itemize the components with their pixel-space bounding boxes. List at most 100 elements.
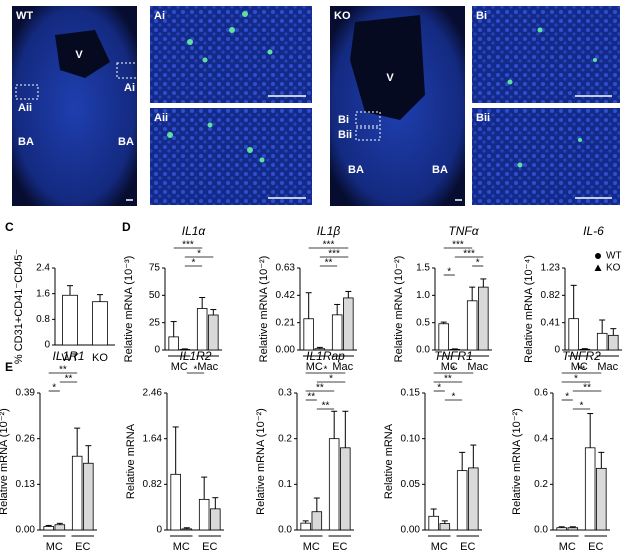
bar — [71, 455, 83, 531]
x-tick-label: EC — [588, 541, 603, 553]
y-tick-label: 0.10 — [401, 433, 421, 444]
chart-title: IL1Rap — [306, 349, 345, 363]
significance-label: * — [192, 258, 196, 269]
region-label: BA — [18, 136, 34, 148]
y-tick-label: 0.0 — [416, 345, 430, 356]
legend-marker — [595, 253, 601, 259]
region-label: V — [75, 49, 83, 61]
inset-box — [355, 127, 381, 141]
bar — [466, 300, 478, 351]
y-tick-label: 0.63 — [276, 263, 296, 274]
significance-label: * — [194, 365, 198, 376]
significance-label: *** — [452, 240, 464, 251]
y-tick-label: 1.64 — [143, 433, 163, 444]
y-tick-label: 0.41 — [541, 317, 561, 328]
y-tick-label: 75 — [149, 263, 161, 274]
x-tick-label: WT — [61, 352, 78, 364]
region-label: Ai — [124, 82, 135, 94]
region-label: BA — [432, 164, 448, 176]
region-label: Bi — [338, 114, 349, 126]
y-axis-label: Relative mRNA (10⁻³) — [123, 256, 135, 363]
stained-cells — [167, 11, 597, 168]
significance-label: *** — [323, 240, 335, 251]
significance-label: ** — [316, 383, 324, 394]
micrograph — [472, 6, 620, 103]
significance-label: ** — [325, 258, 333, 269]
chart-title: TNFα — [448, 224, 479, 238]
x-tick-label: MC — [306, 361, 323, 373]
significance-label: ** — [59, 365, 67, 376]
significance-label: ** — [322, 401, 330, 412]
y-tick-label: 1.5 — [416, 263, 430, 274]
y-tick-label: 0.5 — [416, 317, 430, 328]
bar — [556, 527, 567, 531]
bar — [584, 447, 596, 531]
y-axis-label: Relative mRNA (10⁻²) — [511, 408, 523, 515]
y-tick-label: 0.0 — [534, 525, 548, 536]
chart-title: IL1R1 — [52, 349, 84, 363]
y-axis-label: Relative mRNA — [125, 423, 137, 499]
y-tick-label: 0.00 — [401, 525, 421, 536]
chart-title: IL-6 — [583, 224, 604, 238]
x-tick-label: MC — [46, 541, 63, 553]
y-tick-label: 0.4 — [534, 433, 548, 444]
image-tag: Bii — [476, 112, 490, 124]
y-tick-label: 0.00 — [276, 345, 296, 356]
significance-label: * — [447, 267, 451, 278]
bar — [311, 511, 323, 531]
panel-letter: A — [5, 2, 13, 14]
y-tick-label: 0.82 — [541, 290, 561, 301]
y-tick-label: 0.8 — [36, 314, 50, 325]
significance-label: * — [452, 392, 456, 403]
x-tick-label: Mac — [332, 361, 353, 373]
bar — [596, 467, 607, 531]
x-tick-label: Mac — [197, 361, 218, 373]
bar — [303, 318, 314, 351]
significance-label: *** — [328, 249, 340, 260]
y-tick-label: 0.0 — [278, 525, 292, 536]
x-tick-label: EC — [460, 541, 475, 553]
micrograph — [150, 6, 312, 103]
significance-label: * — [580, 401, 584, 412]
image-tag: KO — [334, 10, 351, 22]
y-axis-label: % CD31+CD41⁻CD45⁻ — [13, 249, 25, 364]
bar — [92, 301, 108, 346]
image-tag: Ai — [154, 10, 165, 22]
bar — [62, 294, 78, 346]
bar — [568, 318, 579, 351]
panel-letter: D — [122, 220, 131, 234]
ventricle — [350, 15, 425, 120]
y-tick-label: 0.3 — [278, 388, 292, 399]
x-tick-label: Mac — [597, 361, 618, 373]
significance-label: * — [437, 383, 441, 394]
bar — [343, 297, 354, 351]
bar — [331, 314, 343, 351]
region-label: Aii — [18, 102, 32, 114]
y-tick-label: 2.4 — [36, 263, 50, 274]
significance-label: * — [197, 249, 201, 260]
inset-box — [116, 62, 140, 79]
significance-label: * — [565, 392, 569, 403]
x-tick-label: KO — [92, 352, 108, 364]
y-tick-label: 0.21 — [276, 317, 296, 328]
bar — [208, 314, 219, 351]
x-tick-label: MC — [171, 361, 188, 373]
bar — [168, 336, 179, 351]
inset-box — [355, 111, 381, 127]
image-tag: Aii — [154, 112, 168, 124]
ventricle — [55, 30, 110, 78]
y-tick-label: 50 — [149, 290, 161, 301]
y-tick-label: 0.15 — [401, 388, 421, 399]
x-tick-label: MC — [559, 541, 576, 553]
panel-letter: B — [322, 2, 330, 14]
y-tick-label: 1.6 — [36, 288, 50, 299]
significance-label: *** — [182, 240, 194, 251]
scale-bars — [126, 95, 612, 201]
bar — [170, 473, 181, 531]
y-tick-label: 0 — [154, 345, 160, 356]
micrograph — [472, 108, 620, 205]
y-tick-label: 0.05 — [401, 479, 421, 490]
bar — [181, 528, 193, 531]
x-tick-label: MC — [441, 361, 458, 373]
